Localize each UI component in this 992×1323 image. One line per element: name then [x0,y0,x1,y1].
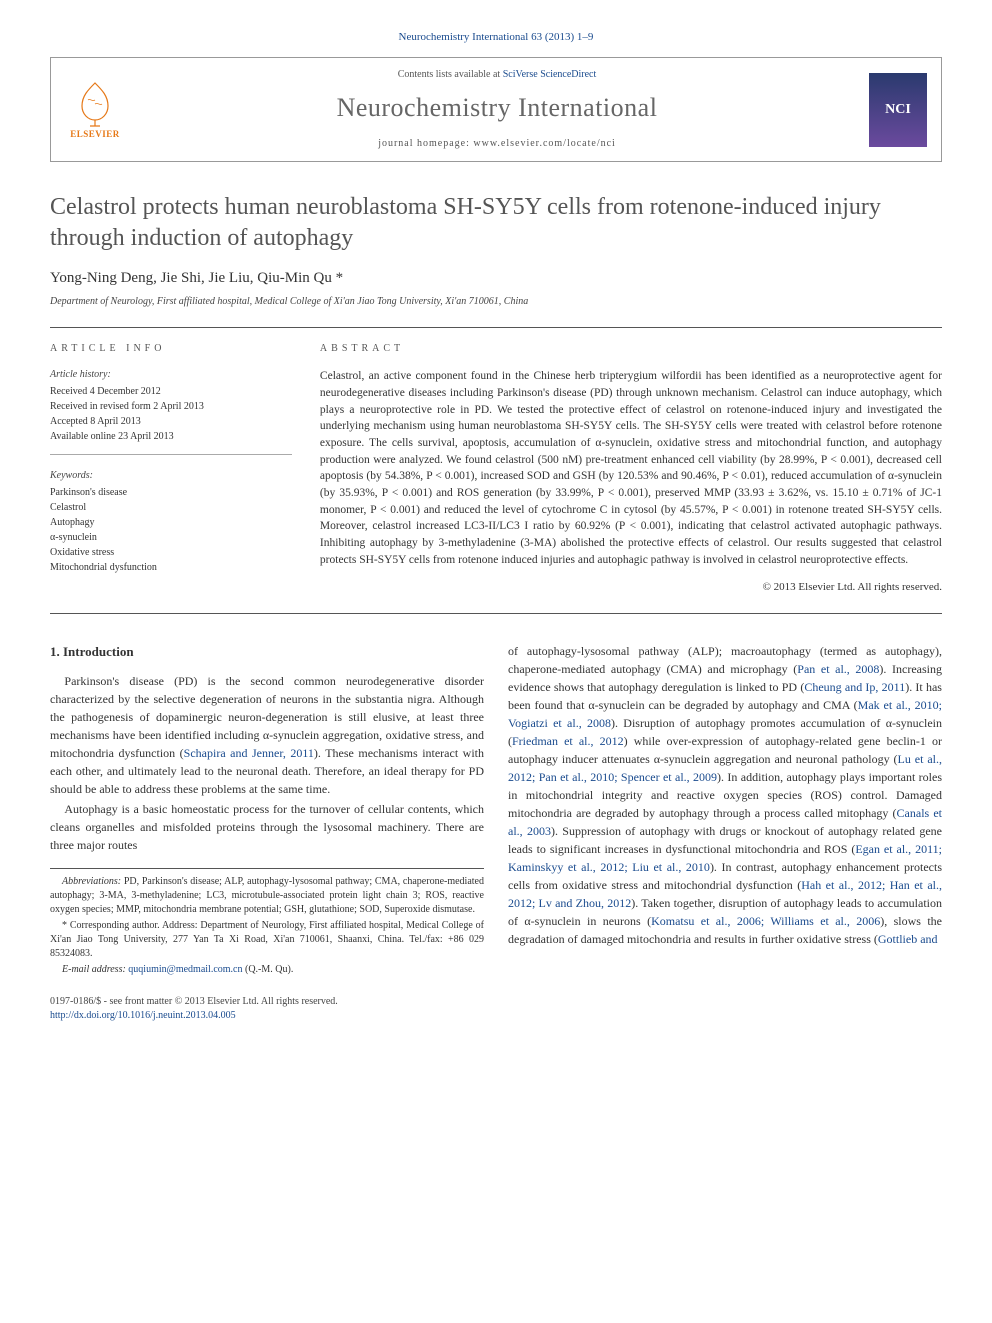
front-matter-line: 0197-0186/$ - see front matter © 2013 El… [50,995,942,1009]
keyword: Parkinson's disease [50,485,292,500]
article-history-block: Article history: Received 4 December 201… [50,368,292,455]
article-title: Celastrol protects human neuroblastoma S… [50,192,942,254]
body-paragraph: Parkinson's disease (PD) is the second c… [50,672,484,798]
elsevier-text: ELSEVIER [70,128,120,141]
email-footnote: E-mail address: quqiumin@medmail.com.cn … [50,963,484,977]
keyword: Mitochondrial dysfunction [50,560,292,575]
doi-link[interactable]: http://dx.doi.org/10.1016/j.neuint.2013.… [50,1010,236,1021]
sciencedirect-link[interactable]: SciVerse ScienceDirect [503,69,597,80]
abstract-column: ABSTRACT Celastrol, an active component … [320,342,942,599]
citation-link[interactable]: Pan et al., 2008 [797,662,879,676]
elsevier-logo[interactable]: ELSEVIER [65,75,125,145]
authors-list: Yong-Ning Deng, Jie Shi, Jie Liu, Qiu-Mi… [50,268,942,289]
homepage-prefix: journal homepage: [378,138,473,149]
keyword: α-synuclein [50,530,292,545]
journal-cover-thumbnail: NCI [869,73,927,147]
citation-link[interactable]: Cheung and Ip, 2011 [804,680,905,694]
citation-link[interactable]: Gottlieb and [878,932,938,946]
abstract-head: ABSTRACT [320,342,942,356]
section-heading-intro: 1. Introduction [50,642,484,662]
history-line: Available online 23 April 2013 [50,429,292,444]
contents-prefix: Contents lists available at [398,69,503,80]
homepage-url[interactable]: www.elsevier.com/locate/nci [473,138,615,149]
body-two-columns: 1. Introduction Parkinson's disease (PD)… [50,642,942,977]
history-line: Received 4 December 2012 [50,384,292,399]
homepage-line: journal homepage: www.elsevier.com/locat… [125,137,869,151]
keyword: Autophagy [50,515,292,530]
email-label: E-mail address: [62,964,128,975]
email-suffix: (Q.-M. Qu). [243,964,294,975]
citation-link[interactable]: Schapira and Jenner, 2011 [184,746,314,760]
abbreviations-footnote: Abbreviations: PD, Parkinson's disease; … [50,875,484,917]
body-paragraph: Autophagy is a basic homeostatic process… [50,800,484,854]
footnotes-block: Abbreviations: PD, Parkinson's disease; … [50,868,484,977]
keyword: Celastrol [50,500,292,515]
keywords-block: Keywords: Parkinson's disease Celastrol … [50,469,292,585]
footer-meta: 0197-0186/$ - see front matter © 2013 El… [50,995,942,1023]
history-label: Article history: [50,368,292,382]
contents-available-line: Contents lists available at SciVerse Sci… [125,68,869,82]
journal-header-box: ELSEVIER Contents lists available at Sci… [50,57,942,161]
body-text: Autophagy is a basic homeostatic process… [50,802,484,852]
abstract-copyright: © 2013 Elsevier Ltd. All rights reserved… [320,580,942,595]
abbrev-label: Abbreviations: [62,876,121,887]
info-abstract-row: ARTICLE INFO Article history: Received 4… [50,327,942,614]
corresponding-author-footnote: * Corresponding author. Address: Departm… [50,919,484,961]
header-center: Contents lists available at SciVerse Sci… [125,68,869,150]
citation-link[interactable]: Friedman et al., 2012 [512,734,624,748]
keyword: Oxidative stress [50,545,292,560]
abstract-text: Celastrol, an active component found in … [320,368,942,568]
history-line: Accepted 8 April 2013 [50,414,292,429]
article-info-column: ARTICLE INFO Article history: Received 4… [50,342,292,599]
keywords-label: Keywords: [50,469,292,483]
email-link[interactable]: quqiumin@medmail.com.cn [128,964,242,975]
journal-reference: Neurochemistry International 63 (2013) 1… [50,30,942,45]
journal-name: Neurochemistry International [125,90,869,126]
elsevier-tree-icon [70,78,120,128]
citation-link[interactable]: Komatsu et al., 2006; Williams et al., 2… [651,914,880,928]
body-paragraph-col2: of autophagy-lysosomal pathway (ALP); ma… [508,642,942,948]
article-info-head: ARTICLE INFO [50,342,292,356]
affiliation: Department of Neurology, First affiliate… [50,295,942,309]
history-line: Received in revised form 2 April 2013 [50,399,292,414]
